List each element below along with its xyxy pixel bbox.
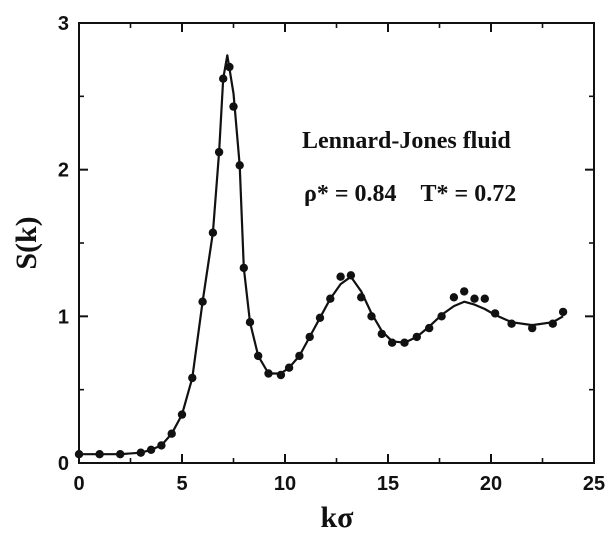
- data-point: [437, 312, 446, 321]
- data-point: [198, 297, 207, 306]
- annotation-fluid: Lennard-Jones fluid: [302, 128, 511, 154]
- data-point: [95, 450, 104, 459]
- y-tick-label: 1: [58, 306, 69, 328]
- y-tick-label: 2: [58, 160, 69, 182]
- data-point: [387, 338, 397, 347]
- x-tick-label: 25: [583, 473, 605, 495]
- data-point: [136, 448, 145, 457]
- data-point: [74, 450, 84, 459]
- data-point: [157, 441, 166, 450]
- data-point: [548, 319, 557, 328]
- data-point: [167, 429, 176, 438]
- x-tick-label: 15: [377, 473, 399, 495]
- y-tick-label: 0: [58, 453, 69, 475]
- annotation-state-point: ρ* = 0.84 T* = 0.72: [304, 181, 516, 207]
- data-point: [315, 313, 325, 322]
- data-point: [188, 373, 197, 383]
- data-point: [214, 147, 224, 157]
- data-point: [412, 332, 421, 342]
- x-tick-label: 5: [176, 473, 187, 495]
- data-point: [528, 323, 537, 333]
- data-point: [219, 74, 228, 83]
- data-point: [460, 287, 469, 296]
- data-point: [225, 62, 234, 72]
- data-point: [229, 102, 238, 111]
- data-point: [425, 323, 434, 333]
- y-axis-label: S(k): [10, 216, 43, 269]
- data-point: [208, 228, 218, 237]
- structure-factor-curve: [79, 54, 564, 456]
- data-point: [177, 410, 187, 419]
- data-point: [490, 309, 500, 318]
- x-tick-label: 20: [480, 473, 502, 495]
- data-point: [346, 271, 356, 280]
- data-point: [116, 450, 125, 459]
- data-point: [507, 319, 516, 328]
- data-point: [400, 338, 409, 347]
- data-point: [245, 318, 255, 327]
- x-tick-labels: 0 5 10 15 20 25: [73, 473, 605, 495]
- data-point: [377, 329, 386, 339]
- data-point: [449, 293, 459, 302]
- data-point: [480, 294, 489, 303]
- data-point: [264, 369, 273, 378]
- data-point: [276, 370, 286, 380]
- y-tick-labels: 0 1 2 3: [58, 13, 69, 475]
- data-point: [295, 351, 304, 361]
- data-point: [284, 363, 294, 372]
- data-point: [305, 332, 314, 342]
- data-point: [239, 263, 248, 273]
- data-point: [326, 294, 335, 303]
- x-tick-label: 10: [274, 473, 296, 495]
- data-point: [235, 161, 244, 170]
- x-axis-label: kσ: [320, 501, 354, 534]
- data-point: [558, 307, 568, 317]
- x-tick-label: 0: [73, 473, 84, 495]
- data-point: [357, 293, 366, 302]
- data-point: [146, 445, 156, 454]
- data-point: [254, 351, 263, 361]
- y-tick-label: 3: [58, 13, 69, 35]
- data-point: [470, 294, 479, 303]
- data-point: [336, 272, 345, 281]
- data-point: [367, 312, 376, 321]
- axis-ticks: [78, 22, 595, 464]
- data-points: [74, 62, 568, 459]
- plot-frame: [78, 22, 595, 464]
